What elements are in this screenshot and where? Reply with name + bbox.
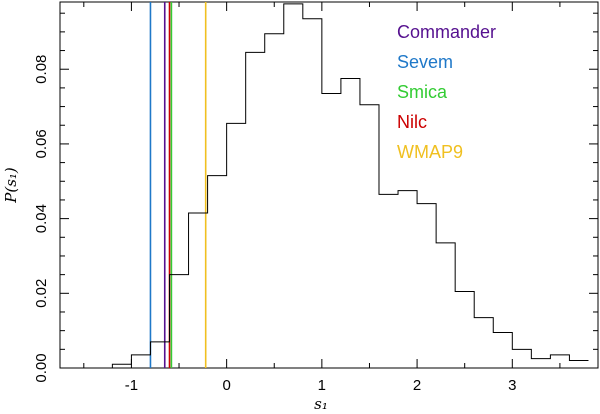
y-tick-label: 0.08	[33, 55, 50, 84]
legend-label-commander: Commander	[397, 22, 496, 42]
y-tick-label: 0.00	[33, 353, 50, 382]
legend: Commander Sevem Smica Nilc WMAP9	[397, 22, 496, 162]
x-axis: -1 0 1 2 3	[83, 2, 561, 394]
x-tick-label: 0	[222, 377, 230, 394]
y-tick-label: 0.06	[33, 129, 50, 158]
y-tick-label: 0.02	[33, 279, 50, 308]
legend-label-nilc: Nilc	[397, 112, 427, 132]
x-tick-label: 1	[318, 377, 326, 394]
legend-label-wmap9: WMAP9	[397, 142, 463, 162]
x-tick-label: -1	[125, 377, 138, 394]
x-tick-label: 3	[508, 377, 516, 394]
y-tick-label: 0.04	[33, 204, 50, 233]
y-axis: 0.00 0.02 0.04 0.06 0.08	[33, 12, 598, 383]
x-axis-label: s₁	[314, 395, 328, 413]
plot-frame	[59, 1, 599, 369]
x-tick-label: 2	[413, 377, 421, 394]
histogram-steps	[83, 3, 589, 369]
legend-label-smica: Smica	[397, 82, 448, 102]
vertical-lines	[149, 2, 207, 368]
y-axis-label: P(s₁)	[2, 167, 20, 204]
legend-label-sevem: Sevem	[397, 52, 453, 72]
histogram	[83, 3, 589, 369]
